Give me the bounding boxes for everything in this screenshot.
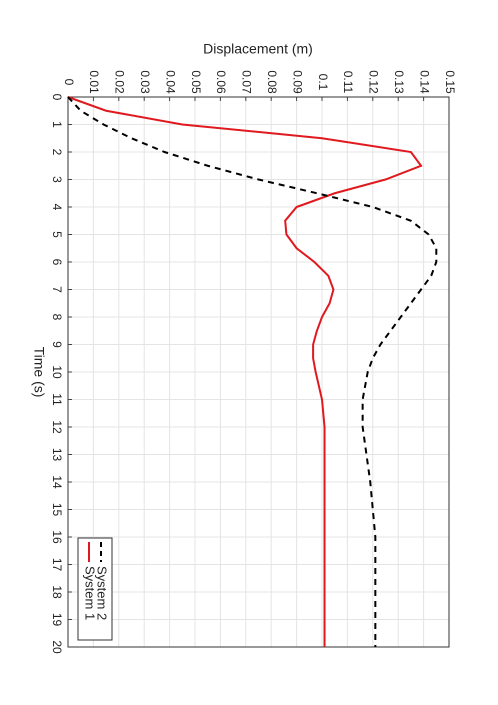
x-tick-label: 17 <box>50 558 64 572</box>
x-tick-label: 15 <box>50 503 64 517</box>
y-tick-label: 0.1 <box>316 74 330 91</box>
y-tick-label: 0.13 <box>392 70 406 94</box>
x-tick-label: 14 <box>50 475 64 489</box>
y-tick-label: 0.01 <box>87 70 101 94</box>
legend-label: System 2 <box>95 566 110 620</box>
x-tick-label: 18 <box>50 585 64 599</box>
x-tick-label: 4 <box>50 204 64 211</box>
y-tick-label: 0.06 <box>214 70 228 94</box>
x-tick-label: 19 <box>50 613 64 627</box>
x-tick-label: 8 <box>50 314 64 321</box>
x-tick-label: 16 <box>50 530 64 544</box>
chart-title: Displacement (m) <box>203 41 313 57</box>
y-tick-label: 0.03 <box>138 70 152 94</box>
x-tick-label: 7 <box>50 286 64 293</box>
x-tick-label: 3 <box>50 176 64 183</box>
x-tick-label: 13 <box>50 448 64 462</box>
y-tick-label: 0.04 <box>163 70 177 94</box>
y-tick-label: 0.14 <box>417 70 431 94</box>
plot-frame <box>67 96 450 648</box>
y-tick-label: 0.09 <box>290 70 304 94</box>
line-series <box>67 96 438 647</box>
y-tick-label: 0 <box>62 79 76 86</box>
legend-box <box>77 537 113 641</box>
x-tick-label: 0 <box>50 94 64 101</box>
x-tick-label: 11 <box>50 393 64 406</box>
legend-label: System 1 <box>83 566 98 620</box>
y-tick-label: 0.11 <box>341 71 355 94</box>
y-tick-label: 0.15 <box>443 70 457 94</box>
x-tick-label: 5 <box>50 231 64 238</box>
x-tick-label: 2 <box>50 149 64 156</box>
x-tick-label: 9 <box>50 341 64 348</box>
x-axis-label: Time (s) <box>31 347 47 398</box>
y-tick-label: 0.02 <box>113 70 127 94</box>
x-tick-label: 10 <box>50 365 64 379</box>
line-series <box>67 96 423 647</box>
x-tick-label: 1 <box>50 121 64 128</box>
y-tick-label: 0.12 <box>367 70 381 94</box>
y-tick-label: 0.07 <box>240 70 254 94</box>
y-tick-label: 0.05 <box>189 70 203 94</box>
x-tick-label: 6 <box>50 259 64 266</box>
x-tick-label: 12 <box>50 420 64 434</box>
y-tick-label: 0.08 <box>265 70 279 94</box>
x-tick-label: 20 <box>50 640 64 654</box>
